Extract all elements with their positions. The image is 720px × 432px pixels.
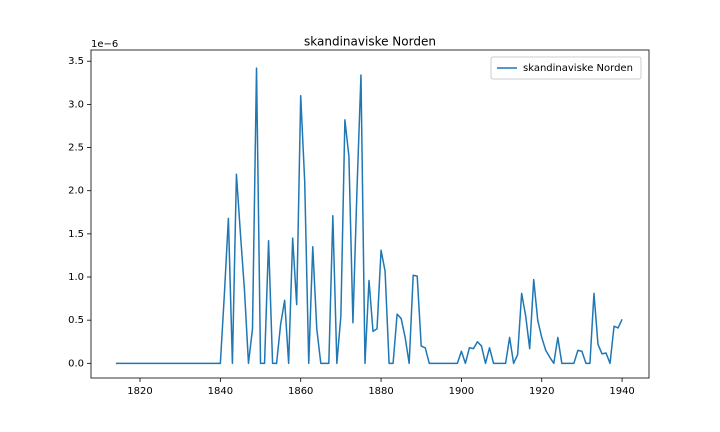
y-tick-label: 1.0	[68, 272, 84, 283]
x-tick-label: 1900	[449, 386, 474, 397]
x-tick-label: 1920	[529, 386, 554, 397]
x-tick-label: 1840	[208, 386, 233, 397]
x-tick-label: 1820	[127, 386, 152, 397]
x-tick-label: 1860	[288, 386, 313, 397]
y-tick-label: 2.0	[68, 186, 84, 197]
y-tick-label: 0.5	[68, 315, 84, 326]
data-line	[115, 67, 623, 365]
y-offset-label: 1e−6	[91, 39, 118, 50]
y-tick-label: 3.0	[68, 99, 84, 110]
y-tick-label: 3.5	[68, 56, 84, 67]
y-tick-label: 0.0	[68, 358, 84, 369]
x-tick-label: 1940	[609, 386, 634, 397]
y-tick-label: 2.5	[68, 143, 84, 154]
legend-label: skandinaviske Norden	[523, 63, 633, 74]
x-tick-label: 1880	[368, 386, 393, 397]
y-tick-label: 1.5	[68, 229, 84, 240]
chart-title: skandinaviske Norden	[304, 35, 436, 49]
legend-box	[490, 56, 642, 80]
plot-frame	[90, 49, 650, 379]
